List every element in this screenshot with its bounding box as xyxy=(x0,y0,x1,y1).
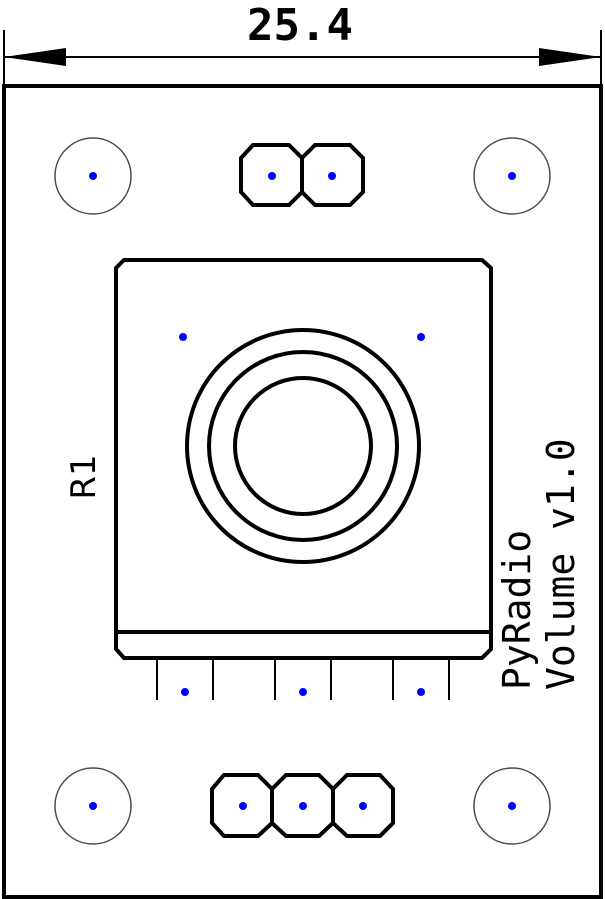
header-2pin-pad-2 xyxy=(300,143,365,207)
header-3pin-pin-3 xyxy=(359,802,367,810)
mounting-hole-bottom-left xyxy=(54,767,132,845)
header-3pin-pad-3 xyxy=(331,773,395,838)
header-3pin-pad-1 xyxy=(210,773,274,838)
board-outline xyxy=(2,84,603,899)
potentiometer-knob-outer-ring xyxy=(185,328,421,564)
board-label: PyRadio Volume v1.0 xyxy=(495,438,583,690)
dimension-annotation: 25.4 xyxy=(3,0,602,84)
header-2pin-pin-2 xyxy=(328,172,336,180)
potentiometer-mount-pin-right xyxy=(417,333,425,341)
potentiometer-pin-1 xyxy=(181,688,189,696)
header-3pin-pin-1 xyxy=(239,802,247,810)
potentiometer-mount-pin-left xyxy=(179,333,187,341)
header-3pin xyxy=(210,773,395,838)
potentiometer-r1 xyxy=(114,258,493,700)
header-2pin-pin-1 xyxy=(268,172,276,180)
mounting-holes xyxy=(54,137,551,845)
dimension-label: 25.4 xyxy=(247,0,353,51)
dimension-arrow-right xyxy=(539,48,601,66)
potentiometer-pin-2 xyxy=(299,688,307,696)
potentiometer-shaft xyxy=(233,376,373,516)
mounting-hole-top-right xyxy=(473,137,551,215)
mounting-hole-top-left xyxy=(54,137,132,215)
board-label-line-1: PyRadio xyxy=(495,530,539,690)
header-3pin-pin-2 xyxy=(299,802,307,810)
potentiometer-knob-middle-ring xyxy=(207,350,399,542)
potentiometer-body xyxy=(114,258,493,660)
potentiometer-pin-3 xyxy=(417,688,425,696)
mounting-hole-bottom-right xyxy=(473,767,551,845)
board-label-line-2: Volume v1.0 xyxy=(539,438,583,690)
header-2pin-pad-1 xyxy=(239,143,304,207)
header-2pin xyxy=(239,143,365,207)
dimension-arrow-left xyxy=(4,48,66,66)
reference-designator: R1 xyxy=(64,454,104,499)
